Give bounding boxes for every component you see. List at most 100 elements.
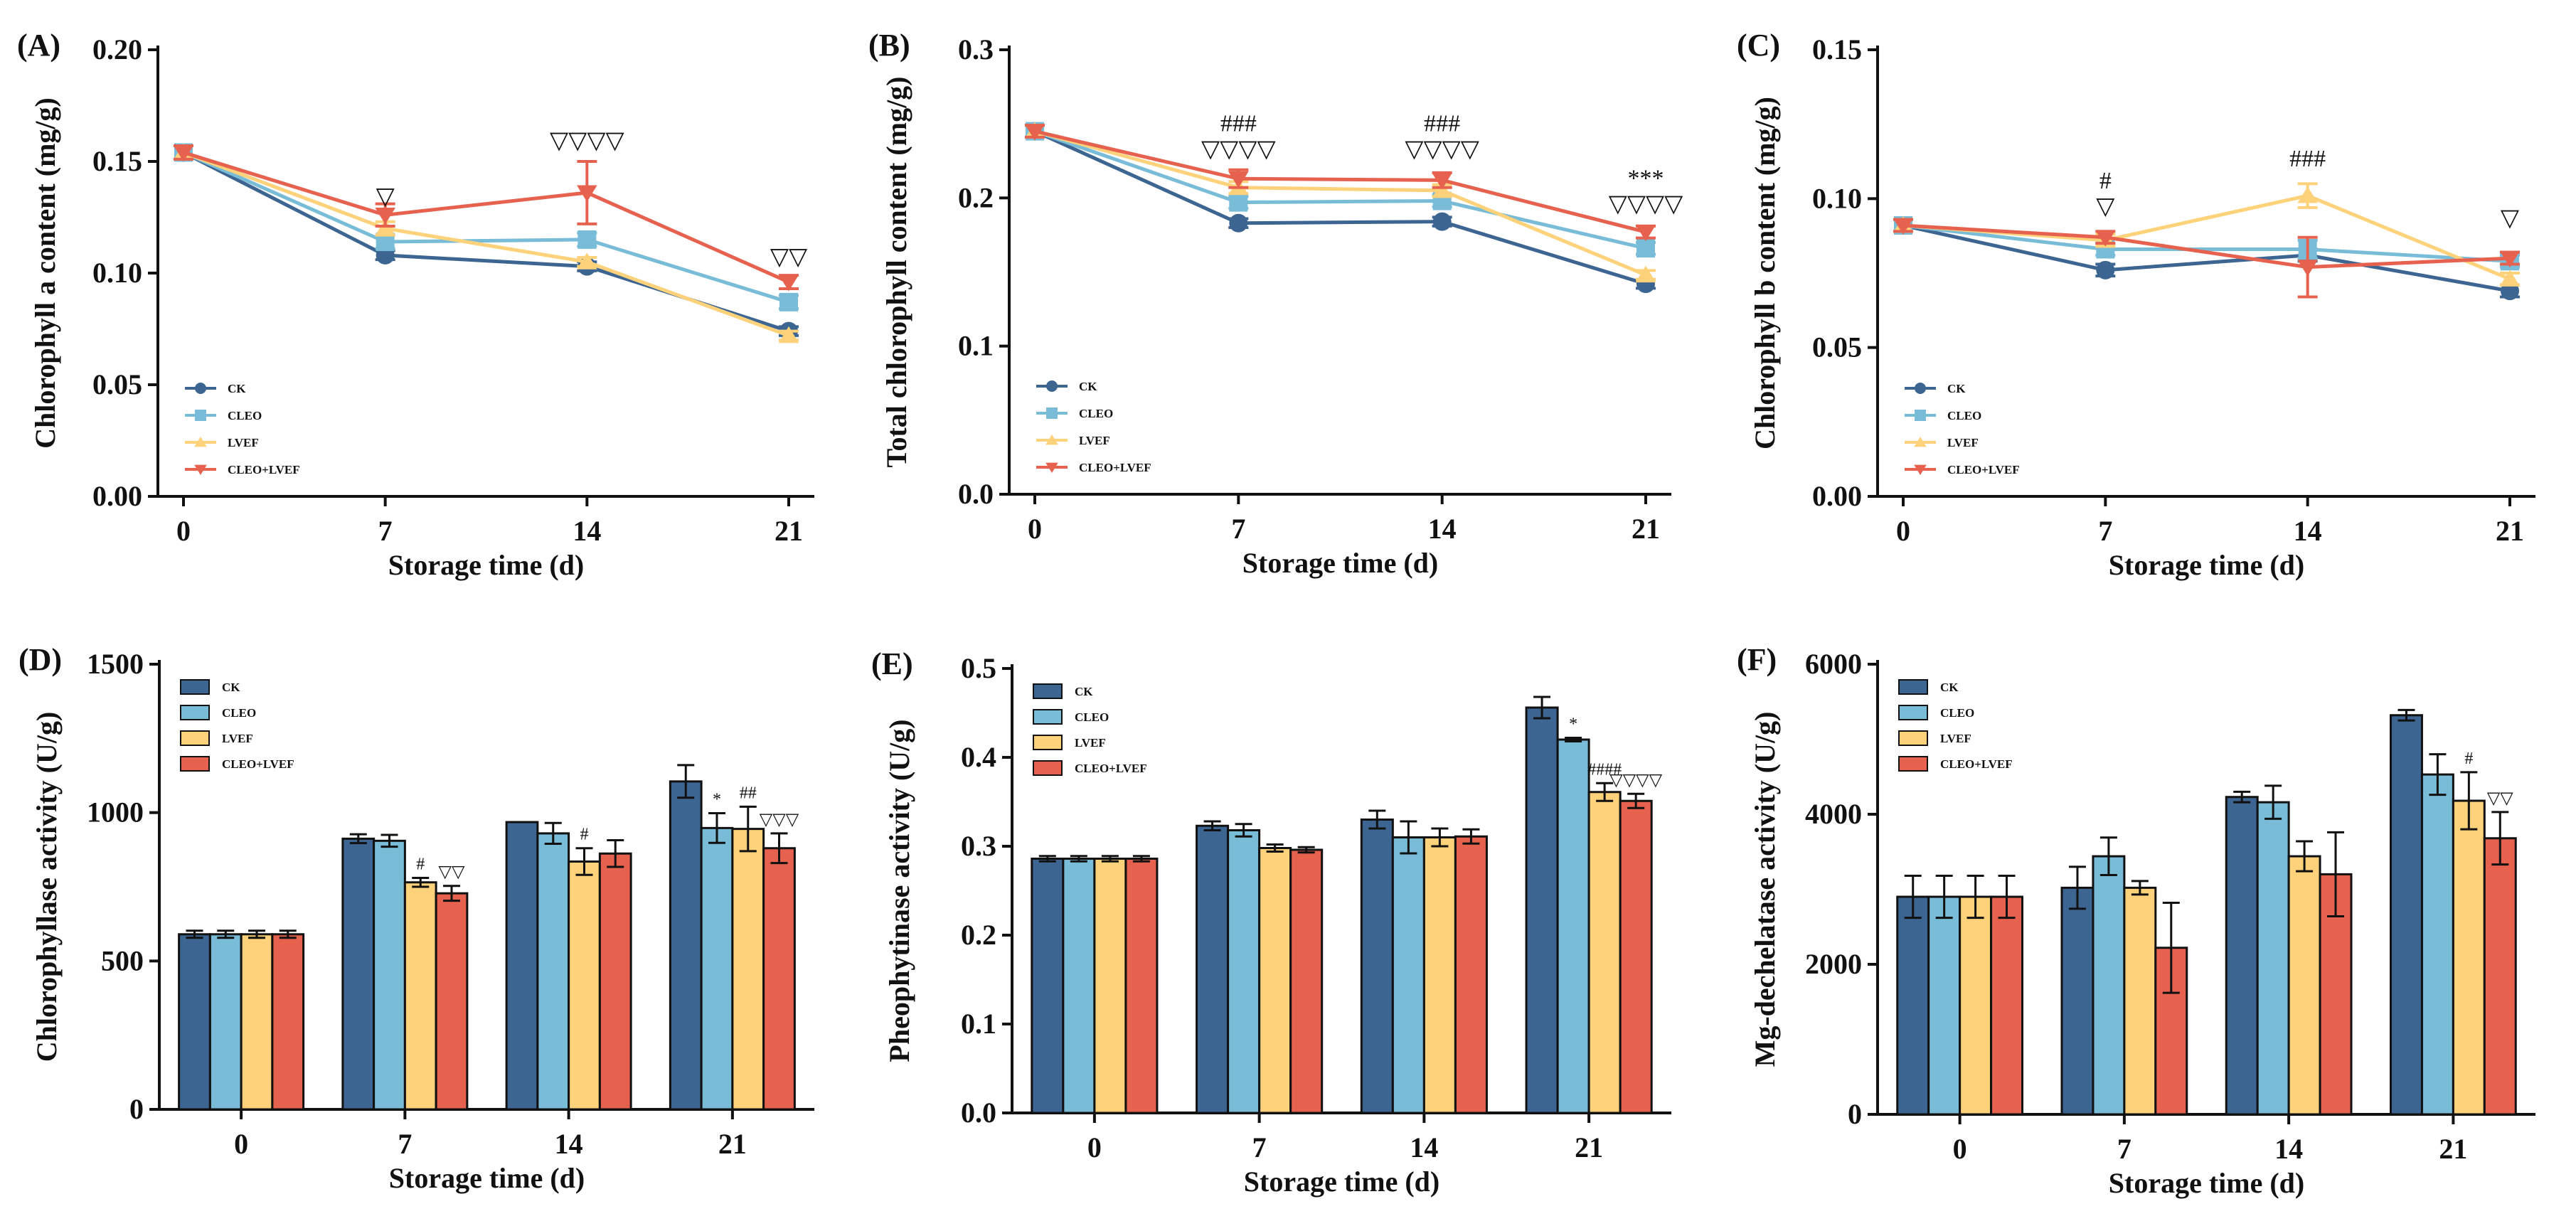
x-tick-label: 14: [2274, 1133, 2303, 1165]
bar: [403, 881, 437, 1111]
legend-label: CLEO: [1947, 409, 1981, 422]
legend-swatch: [1898, 730, 1928, 746]
triangle-up-icon: [1045, 435, 1058, 445]
circle-icon: [1915, 383, 1926, 394]
data-point: [1635, 224, 1656, 242]
legend-label: CLEO: [228, 409, 262, 422]
x-tick-label: 14: [555, 1128, 583, 1160]
significance-marker: ***: [1628, 166, 1664, 192]
panel-label: (A): [17, 28, 60, 63]
significance-marker: ▽: [2096, 193, 2115, 220]
bar: [2123, 886, 2157, 1116]
significance-marker: ▽▽▽▽: [1405, 137, 1479, 163]
data-point: [1432, 172, 1452, 190]
series-line-ck: [1902, 223, 2511, 293]
bar: [1258, 847, 1292, 1114]
legend-swatch: [180, 756, 210, 772]
bar: [435, 892, 469, 1111]
series-line-cleo-lvef: [1902, 223, 2511, 270]
y-tick-label: 4000: [1805, 798, 1862, 830]
chart-panel-f: (F) 0 2000 4000 6000 0 7 14 21 Storage time (d) Mg…: [1737, 642, 2535, 1199]
bar: [373, 839, 406, 1111]
y-tick-label: 0.15: [92, 145, 142, 177]
bar: [505, 821, 539, 1111]
x-tick-label: 7: [1252, 1131, 1267, 1163]
y-tick-label: 2000: [1805, 948, 1862, 980]
chart-panel-e: (E) 0.0 0.1 0.2 0.3 0.4 0.5 0 7 14 21 Storage time …: [871, 646, 1671, 1198]
bar: [240, 933, 274, 1111]
data-point: [577, 252, 597, 270]
x-tick-label: 0: [1953, 1133, 1967, 1165]
bar: [1360, 819, 1394, 1114]
y-tick-label: 0.10: [1812, 182, 1862, 214]
series-line-cleo: [182, 151, 789, 304]
x-tick-label: 21: [718, 1128, 747, 1160]
legend-swatch: [1898, 756, 1928, 772]
panel-label: (C): [1737, 28, 1780, 63]
data-point: [779, 292, 798, 311]
y-tick-label: 0.3: [961, 830, 996, 862]
triangle-down-icon: [1045, 462, 1058, 473]
panel-label: (D): [18, 642, 62, 677]
bar: [731, 828, 765, 1111]
bar: [700, 826, 734, 1111]
chart-panel-d: (D) 0 500 1000 1500 0 7 14 21 Storage time (d) Chl…: [18, 642, 814, 1194]
bar: [1556, 738, 1590, 1114]
x-tick-label: 14: [1410, 1131, 1438, 1163]
significance-marker: ▽▽▽▽: [1609, 191, 1683, 218]
y-tick-label: 0.5: [961, 652, 996, 684]
data-point: [578, 230, 597, 249]
data-point: [1432, 181, 1452, 198]
bar: [2420, 773, 2454, 1116]
legend-label: CK: [1079, 380, 1097, 393]
significance-marker: #: [2099, 168, 2112, 194]
x-tick-label: 7: [378, 515, 393, 547]
legend-label: CK: [1947, 382, 1966, 395]
x-tick-label: 21: [775, 515, 803, 547]
legend-label: CLEO: [1075, 710, 1109, 724]
x-tick-label: 7: [2098, 515, 2112, 547]
legend-label: CLEO+LVEF: [1940, 757, 2013, 771]
y-axis-title: Chlorophyll a content (mg/g): [29, 97, 61, 449]
legend-label: CLEO: [222, 706, 256, 720]
bar: [536, 832, 570, 1111]
x-axis-title: Storage time (d): [2109, 549, 2304, 581]
bar: [1196, 824, 1230, 1114]
significance-marker: ###: [1424, 111, 1460, 137]
x-axis-title: Storage time (d): [388, 549, 584, 581]
square-icon: [1046, 407, 1058, 419]
y-tick-label: 0.2: [961, 919, 996, 951]
bar: [2452, 799, 2486, 1116]
data-point: [1024, 124, 1045, 141]
y-tick-label: 0.1: [961, 1008, 996, 1040]
data-point: [2499, 250, 2521, 268]
bar: [1454, 835, 1488, 1114]
y-axis-title: Pheophytinase activity (U/g): [883, 719, 915, 1062]
bar: [1124, 858, 1159, 1114]
series-line-ck: [1033, 129, 1646, 286]
panel-label: (B): [868, 28, 910, 63]
x-tick-label: 0: [1028, 513, 1042, 545]
bar: [1587, 791, 1622, 1114]
x-tick-label: 0: [1896, 515, 1910, 547]
series-line-cleo-lvef: [183, 151, 790, 284]
x-tick-label: 7: [398, 1128, 412, 1160]
bar: [1990, 895, 2023, 1116]
bar: [208, 933, 243, 1111]
legend-label: CK: [222, 681, 240, 694]
significance-marker: ▽▽: [439, 863, 465, 882]
series-line-lvef: [1034, 129, 1646, 277]
significance-marker: #: [580, 826, 588, 844]
chart-panel-c: (C) 0.00 0.05 0.10 0.15 0 7 14 21 Storage time (d…: [1737, 28, 2535, 581]
legend-label: CLEO+LVEF: [1079, 461, 1151, 474]
bar: [568, 860, 601, 1111]
bar: [1031, 858, 1065, 1114]
square-icon: [195, 410, 206, 421]
y-axis-title: Chlorophyll b content (mg/g): [1749, 97, 1781, 449]
bar: [271, 933, 305, 1111]
y-tick-label: 0.00: [92, 480, 142, 512]
triangle-up-icon: [1914, 437, 1927, 447]
y-tick-label: 0.00: [1812, 480, 1862, 512]
triangle-down-icon: [194, 464, 207, 475]
significance-marker: ▽: [2501, 206, 2520, 232]
